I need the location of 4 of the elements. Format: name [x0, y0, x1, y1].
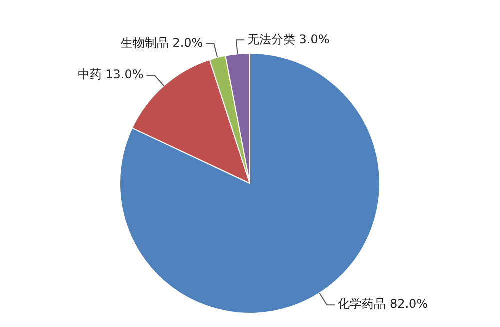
slice-label: 无法分类 3.0%	[247, 32, 330, 46]
slice-label: 生物制品 2.0%	[120, 36, 204, 50]
slice-label: 中药 13.0%	[78, 68, 144, 82]
slice-label: 化学药品 82.0%	[338, 297, 428, 312]
